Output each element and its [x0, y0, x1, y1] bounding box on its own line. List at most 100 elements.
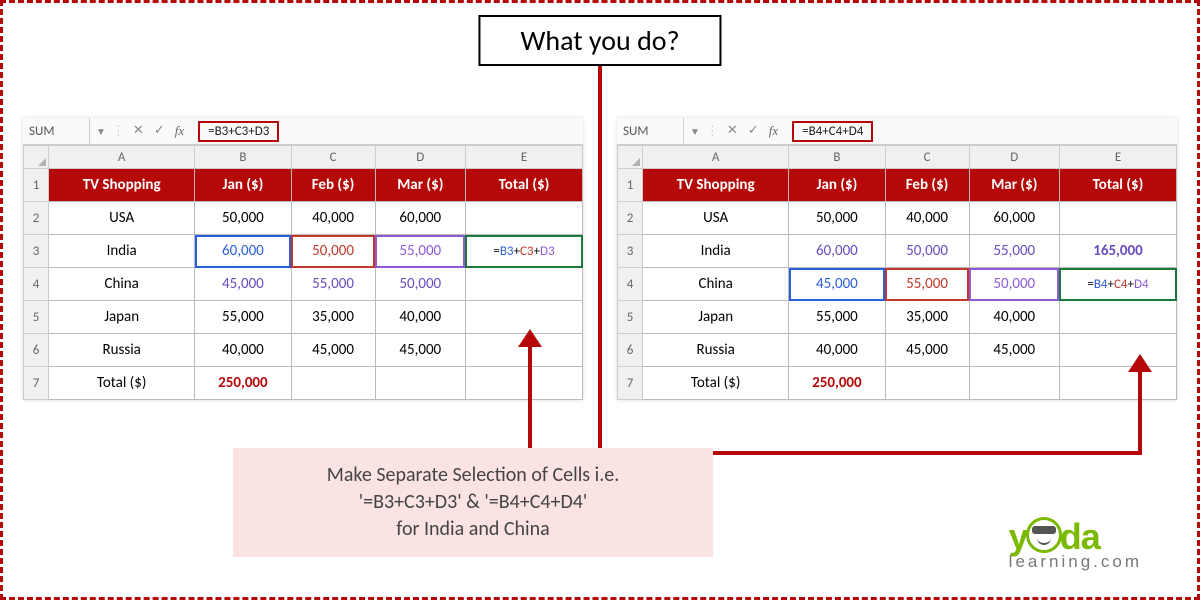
- cell[interactable]: 35,000: [885, 301, 969, 334]
- cell[interactable]: Feb ($): [885, 169, 969, 202]
- row-header[interactable]: 6: [618, 334, 643, 367]
- row-header[interactable]: 5: [24, 301, 49, 334]
- cell[interactable]: Total ($): [643, 367, 789, 400]
- row-header[interactable]: 3: [618, 235, 643, 268]
- cell[interactable]: 45,000: [885, 334, 969, 367]
- cell[interactable]: China: [49, 268, 195, 301]
- cell[interactable]: 40,000: [291, 202, 375, 235]
- cell[interactable]: 45,000: [195, 268, 291, 301]
- col-header[interactable]: D: [375, 146, 465, 169]
- fx-icon[interactable]: fx: [769, 123, 778, 139]
- cell[interactable]: [465, 202, 582, 235]
- cell[interactable]: 55,000: [789, 301, 885, 334]
- cell[interactable]: India: [643, 235, 789, 268]
- cell[interactable]: [1059, 334, 1176, 367]
- row-header[interactable]: 6: [24, 334, 49, 367]
- cell[interactable]: [1059, 367, 1176, 400]
- cell-selected[interactable]: 55,000: [375, 235, 465, 268]
- cell[interactable]: Russia: [49, 334, 195, 367]
- col-header[interactable]: B: [195, 146, 291, 169]
- cell[interactable]: Russia: [643, 334, 789, 367]
- cell[interactable]: 60,000: [375, 202, 465, 235]
- cancel-icon[interactable]: ✕: [133, 123, 144, 139]
- row-header[interactable]: 1: [618, 169, 643, 202]
- cell[interactable]: 55,000: [969, 235, 1059, 268]
- cell[interactable]: Mar ($): [375, 169, 465, 202]
- row-header[interactable]: 4: [618, 268, 643, 301]
- cell[interactable]: 55,000: [195, 301, 291, 334]
- name-box-dropdown-icon[interactable]: ▼: [96, 125, 106, 138]
- cell[interactable]: 40,000: [789, 334, 885, 367]
- formula-input[interactable]: =B4+C4+D4: [792, 121, 873, 142]
- cell[interactable]: [465, 268, 582, 301]
- col-header[interactable]: E: [1059, 146, 1176, 169]
- cell[interactable]: Jan ($): [195, 169, 291, 202]
- cell-selected[interactable]: 50,000: [291, 235, 375, 268]
- cell[interactable]: 40,000: [885, 202, 969, 235]
- cell-selected[interactable]: 60,000: [195, 235, 291, 268]
- col-header[interactable]: E: [465, 146, 582, 169]
- cancel-icon[interactable]: ✕: [727, 123, 738, 139]
- cell[interactable]: [1059, 301, 1176, 334]
- col-header[interactable]: C: [885, 146, 969, 169]
- cell[interactable]: India: [49, 235, 195, 268]
- col-header[interactable]: B: [789, 146, 885, 169]
- row-header[interactable]: 1: [24, 169, 49, 202]
- cell[interactable]: Total ($): [465, 169, 582, 202]
- cell[interactable]: Jan ($): [789, 169, 885, 202]
- row-header[interactable]: 4: [24, 268, 49, 301]
- cell-active[interactable]: =B3+C3+D3: [465, 235, 582, 268]
- name-box-dropdown-icon[interactable]: ▼: [690, 125, 700, 138]
- row-header[interactable]: 3: [24, 235, 49, 268]
- col-header[interactable]: C: [291, 146, 375, 169]
- name-box[interactable]: SUM: [23, 118, 90, 144]
- fx-icon[interactable]: fx: [175, 123, 184, 139]
- cell-active[interactable]: =B4+C4+D4: [1059, 268, 1176, 301]
- cell[interactable]: 60,000: [969, 202, 1059, 235]
- row-header[interactable]: 5: [618, 301, 643, 334]
- cell[interactable]: USA: [643, 202, 789, 235]
- cell[interactable]: Japan: [643, 301, 789, 334]
- cell[interactable]: 55,000: [291, 268, 375, 301]
- cell-selected[interactable]: 45,000: [789, 268, 885, 301]
- cell[interactable]: 40,000: [969, 301, 1059, 334]
- cell[interactable]: 50,000: [375, 268, 465, 301]
- cell-selected[interactable]: 55,000: [885, 268, 969, 301]
- cell[interactable]: 60,000: [789, 235, 885, 268]
- cell[interactable]: 50,000: [195, 202, 291, 235]
- select-all-corner[interactable]: [618, 146, 643, 169]
- row-header[interactable]: 2: [24, 202, 49, 235]
- cell[interactable]: [1059, 202, 1176, 235]
- cell[interactable]: 50,000: [789, 202, 885, 235]
- formula-input[interactable]: =B3+C3+D3: [198, 121, 279, 142]
- row-header[interactable]: 2: [618, 202, 643, 235]
- enter-icon[interactable]: ✓: [748, 123, 759, 139]
- cell[interactable]: 40,000: [375, 301, 465, 334]
- cell[interactable]: Total ($): [1059, 169, 1176, 202]
- cell[interactable]: [375, 367, 465, 400]
- col-header[interactable]: A: [643, 146, 789, 169]
- cell[interactable]: Feb ($): [291, 169, 375, 202]
- cell[interactable]: 35,000: [291, 301, 375, 334]
- cell[interactable]: USA: [49, 202, 195, 235]
- cell[interactable]: Japan: [49, 301, 195, 334]
- cell[interactable]: China: [643, 268, 789, 301]
- row-header[interactable]: 7: [24, 367, 49, 400]
- enter-icon[interactable]: ✓: [154, 123, 165, 139]
- col-header[interactable]: A: [49, 146, 195, 169]
- cell-selected[interactable]: 50,000: [969, 268, 1059, 301]
- cell[interactable]: Mar ($): [969, 169, 1059, 202]
- name-box[interactable]: SUM: [617, 118, 684, 144]
- cell-result[interactable]: 165,000: [1059, 235, 1176, 268]
- cell[interactable]: 45,000: [375, 334, 465, 367]
- cell[interactable]: TV Shopping: [49, 169, 195, 202]
- cell[interactable]: Total ($): [49, 367, 195, 400]
- cell[interactable]: 45,000: [291, 334, 375, 367]
- cell[interactable]: [291, 367, 375, 400]
- col-header[interactable]: D: [969, 146, 1059, 169]
- cell[interactable]: 40,000: [195, 334, 291, 367]
- cell-total[interactable]: 250,000: [789, 367, 885, 400]
- row-header[interactable]: 7: [618, 367, 643, 400]
- cell-total[interactable]: 250,000: [195, 367, 291, 400]
- cell[interactable]: TV Shopping: [643, 169, 789, 202]
